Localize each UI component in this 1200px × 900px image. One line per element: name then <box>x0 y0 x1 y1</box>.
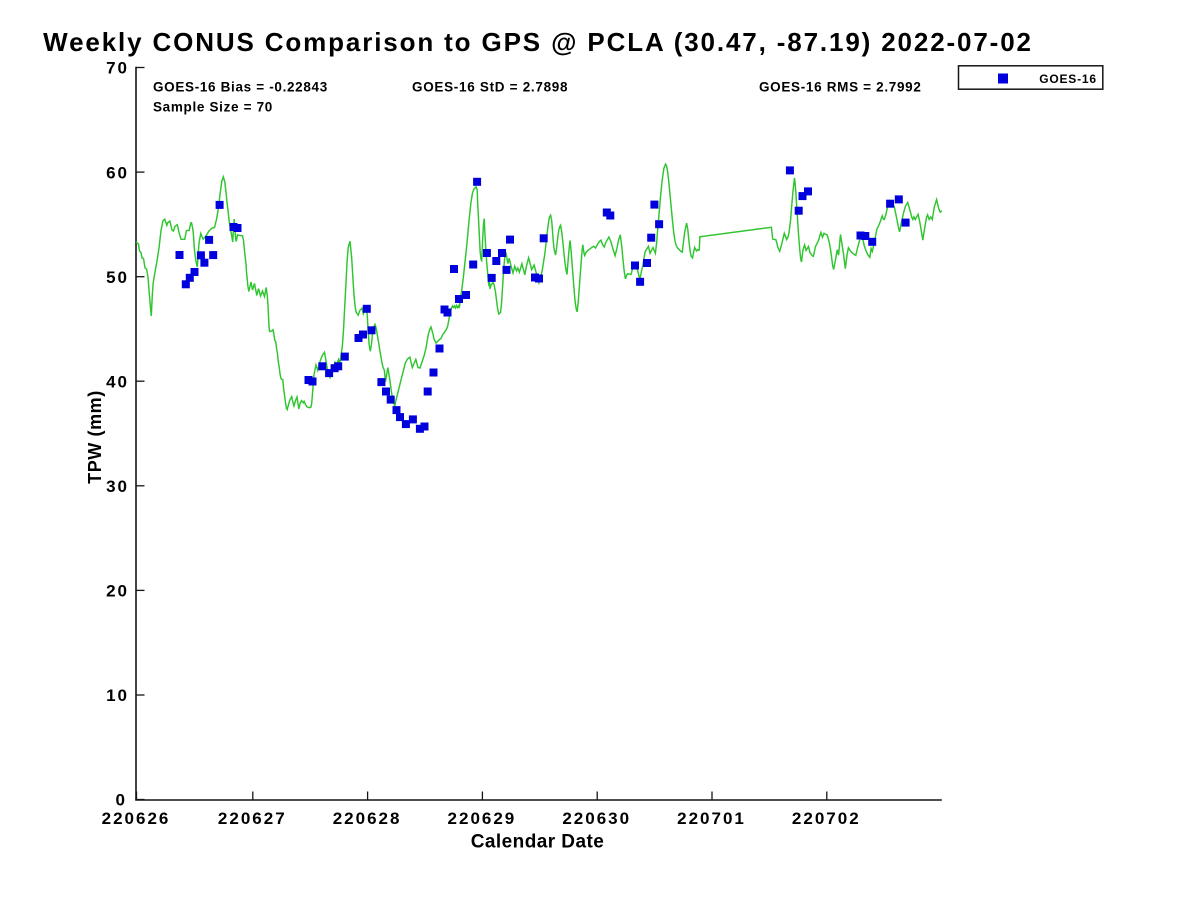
svg-text:20: 20 <box>106 582 129 601</box>
svg-text:TPW (mm): TPW (mm) <box>85 390 105 484</box>
svg-text:0: 0 <box>116 791 127 810</box>
svg-text:220626: 220626 <box>102 809 171 828</box>
svg-text:220630: 220630 <box>562 809 631 828</box>
svg-text:220628: 220628 <box>333 809 402 828</box>
svg-text:GOES-16: GOES-16 <box>1039 72 1097 86</box>
svg-text:Sample Size = 70: Sample Size = 70 <box>153 100 273 115</box>
svg-text:50: 50 <box>106 268 129 287</box>
svg-text:GOES-16 StD = 2.7898: GOES-16 StD = 2.7898 <box>412 80 568 95</box>
svg-text:40: 40 <box>106 372 129 391</box>
svg-text:Calendar Date: Calendar Date <box>471 832 605 853</box>
svg-text:220629: 220629 <box>448 809 517 828</box>
svg-text:Weekly CONUS Comparison to GPS: Weekly CONUS Comparison to GPS @ PCLA (3… <box>43 27 1033 57</box>
svg-text:GOES-16 Bias = -0.22843: GOES-16 Bias = -0.22843 <box>153 80 328 95</box>
svg-text:70: 70 <box>106 59 129 78</box>
svg-text:30: 30 <box>106 477 129 496</box>
svg-text:10: 10 <box>106 686 129 705</box>
svg-text:GOES-16 RMS = 2.7992: GOES-16 RMS = 2.7992 <box>759 80 922 95</box>
svg-text:220627: 220627 <box>218 809 287 828</box>
svg-text:220702: 220702 <box>792 809 861 828</box>
svg-text:60: 60 <box>106 163 129 182</box>
svg-text:220701: 220701 <box>677 809 746 828</box>
